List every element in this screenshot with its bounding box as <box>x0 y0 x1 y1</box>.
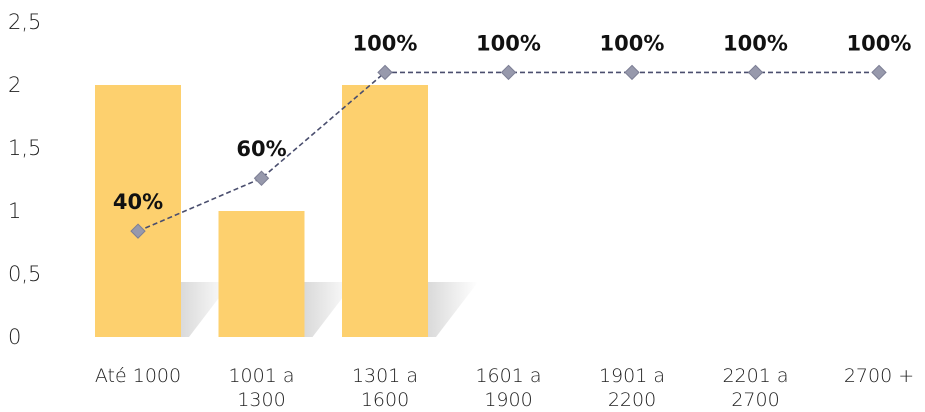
line-marker <box>500 64 517 81</box>
x-tick-label: 2200 <box>608 389 656 411</box>
x-tick-label: 2700 + <box>844 365 914 387</box>
x-tick-label: 2201 a <box>722 365 788 387</box>
share-line <box>130 64 887 239</box>
bar-shadow <box>428 282 478 337</box>
data-labels: 40% 60% 100% 100% 100% 100% 100% <box>113 31 912 214</box>
line-marker <box>747 64 764 81</box>
bar <box>342 85 428 337</box>
x-tick-label: 1601 a <box>475 365 541 387</box>
data-label: 60% <box>236 137 286 161</box>
line-marker <box>624 64 640 81</box>
data-label: 100% <box>723 31 788 55</box>
data-label: 40% <box>113 190 163 214</box>
x-tick-label: 1600 <box>361 389 409 411</box>
x-tick-label: 1301 a <box>352 365 418 387</box>
y-tick-label: 0 <box>8 325 21 349</box>
x-tick-label: Até 1000 <box>95 365 181 387</box>
bar <box>218 211 305 337</box>
line-marker <box>377 64 393 81</box>
data-label: 100% <box>353 31 418 55</box>
line-marker <box>130 223 146 239</box>
y-tick-label: 2,5 <box>8 10 41 34</box>
y-tick-label: 0,5 <box>8 262 41 286</box>
y-tick-label: 1,5 <box>8 136 41 160</box>
data-label: 100% <box>476 31 541 55</box>
x-tick-label: 1901 a <box>599 365 665 387</box>
data-label: 100% <box>847 31 912 55</box>
line-marker <box>871 64 887 81</box>
y-tick-label: 2 <box>8 73 21 97</box>
data-label: 100% <box>600 31 665 55</box>
x-tick-label: 1001 a <box>228 365 294 387</box>
y-tick-label: 1 <box>8 199 21 223</box>
x-tick-label: 1300 <box>237 389 285 411</box>
x-tick-label: 2700 <box>731 389 779 411</box>
bars <box>95 85 428 337</box>
y-axis-ticks: 0 0,5 1 1,5 2 2,5 <box>8 10 41 349</box>
bar <box>95 85 181 337</box>
x-tick-label: 1900 <box>484 389 532 411</box>
line-marker <box>253 170 270 186</box>
